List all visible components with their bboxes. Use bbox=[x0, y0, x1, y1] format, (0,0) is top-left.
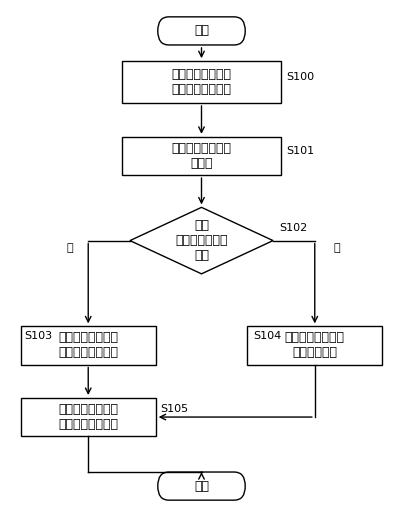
FancyBboxPatch shape bbox=[122, 137, 281, 175]
Text: S103: S103 bbox=[25, 331, 53, 341]
Text: S101: S101 bbox=[286, 146, 314, 156]
Text: S102: S102 bbox=[279, 223, 307, 233]
Text: 接收用户输入的特
征数据: 接收用户输入的特 征数据 bbox=[172, 142, 231, 170]
Text: 结束: 结束 bbox=[194, 480, 209, 493]
Text: 查询所述特征数据
所对应的操作指令: 查询所述特征数据 所对应的操作指令 bbox=[58, 331, 118, 359]
FancyBboxPatch shape bbox=[158, 472, 245, 500]
Text: 执行所述特征数据
所对应的操作指令: 执行所述特征数据 所对应的操作指令 bbox=[58, 403, 118, 431]
FancyBboxPatch shape bbox=[158, 17, 245, 45]
FancyBboxPatch shape bbox=[122, 61, 281, 103]
Text: 开始: 开始 bbox=[194, 24, 209, 37]
Text: 否: 否 bbox=[333, 244, 340, 253]
FancyBboxPatch shape bbox=[247, 326, 382, 364]
Text: 提示用户其输入的
特征数据有误: 提示用户其输入的 特征数据有误 bbox=[285, 331, 345, 359]
Polygon shape bbox=[130, 207, 273, 274]
Text: 特征
数据是否为有效
数据: 特征 数据是否为有效 数据 bbox=[175, 219, 228, 262]
FancyBboxPatch shape bbox=[21, 326, 156, 364]
Text: 是: 是 bbox=[66, 244, 73, 253]
FancyBboxPatch shape bbox=[21, 398, 156, 436]
Text: 显示血液细胞分析
仪的分析测量结果: 显示血液细胞分析 仪的分析测量结果 bbox=[172, 68, 231, 96]
Text: S100: S100 bbox=[286, 72, 314, 82]
Text: S104: S104 bbox=[253, 331, 281, 341]
Text: S105: S105 bbox=[160, 404, 189, 415]
